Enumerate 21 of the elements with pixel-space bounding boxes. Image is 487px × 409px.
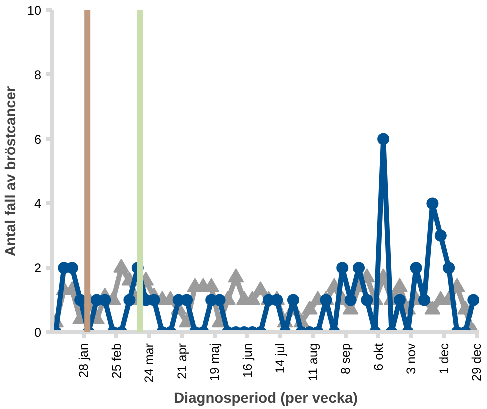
y-tick-label: 6 (34, 132, 42, 147)
y-tick-label: 0 (34, 326, 42, 340)
x-tick-label: 24 mar (142, 344, 157, 383)
x-tick-label: 6 okt (372, 343, 386, 371)
y-tick-label: 8 (34, 68, 42, 82)
x-tick-label: 29 dec (470, 344, 484, 382)
x-tick-label: 28 jan (77, 344, 92, 378)
y-tick-label: 10 (27, 4, 42, 18)
x-tick-label: 8 sep (339, 343, 354, 374)
x-tick-label: 19 maj (208, 343, 222, 382)
x-tick-label: 25 feb (110, 343, 124, 379)
x-tick-label: 21 apr (175, 343, 190, 380)
x-tick-label: 11 aug (306, 343, 320, 382)
x-tick-label: 3 nov (404, 342, 419, 374)
x-tick-label: 14 jul (274, 343, 288, 374)
y-tick-label: 2 (34, 262, 42, 276)
x-tick-label: 16 jun (240, 344, 255, 378)
x-tick-label: 1 dec (437, 343, 452, 374)
y-axis-title: Antal fall av bröstcancer (3, 86, 20, 257)
y-tick-label: 4 (34, 197, 42, 212)
x-axis-title: Diagnosperiod (per vecka) (174, 390, 358, 407)
